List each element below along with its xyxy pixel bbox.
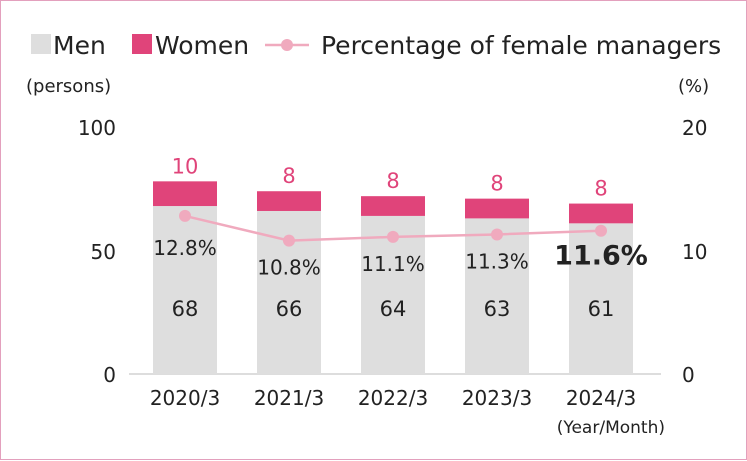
x-tick-label: 2024/3 bbox=[566, 386, 636, 410]
percentage-point bbox=[595, 224, 607, 237]
x-axis-unit: (Year/Month) bbox=[557, 418, 665, 438]
percentage-label: 11.6% bbox=[554, 241, 648, 272]
left-tick-label: 0 bbox=[103, 363, 116, 387]
left-tick-label: 50 bbox=[91, 240, 116, 264]
legend-label-percentage: Percentage of female managers bbox=[321, 31, 721, 60]
labels-layer: 2020/3 68 10 2021/3 66 8 2022/3 64 8 2023/3 63 8 202… bbox=[150, 154, 648, 410]
men-value-label: 66 bbox=[276, 297, 303, 321]
men-value-label: 63 bbox=[484, 297, 511, 321]
percentage-label: 12.8% bbox=[153, 236, 217, 260]
men-value-label: 61 bbox=[588, 297, 615, 321]
percentage-point bbox=[491, 228, 503, 241]
bar-women bbox=[465, 198, 529, 219]
left-tick-label: 100 bbox=[78, 116, 116, 140]
bar-women bbox=[361, 196, 425, 216]
percentage-label: 11.3% bbox=[465, 249, 529, 273]
legend-line-marker bbox=[281, 39, 293, 51]
legend: Men Women Percentage of female managers bbox=[31, 31, 721, 60]
bar-men bbox=[153, 206, 217, 374]
bar-men bbox=[569, 223, 633, 374]
men-value-label: 68 bbox=[172, 297, 199, 321]
percentage-point bbox=[387, 230, 399, 243]
men-value-label: 64 bbox=[380, 297, 407, 321]
left-axis-unit: (persons) bbox=[26, 76, 111, 97]
right-axis-unit: (%) bbox=[678, 76, 709, 97]
bar-women bbox=[569, 203, 633, 224]
right-tick-label: 20 bbox=[682, 116, 707, 140]
bar-women bbox=[153, 181, 217, 207]
women-value-label: 8 bbox=[594, 177, 607, 201]
right-tick-label: 0 bbox=[682, 363, 695, 387]
percentage-label: 10.8% bbox=[257, 256, 321, 280]
line-layer bbox=[179, 209, 607, 247]
percentage-label: 11.1% bbox=[361, 252, 425, 276]
women-value-label: 8 bbox=[386, 169, 399, 193]
legend-swatch-women bbox=[132, 34, 152, 54]
bar-women bbox=[257, 191, 321, 211]
legend-label-women: Women bbox=[155, 31, 249, 60]
women-value-label: 10 bbox=[172, 154, 199, 178]
percentage-point bbox=[283, 234, 295, 247]
x-tick-label: 2023/3 bbox=[462, 386, 532, 410]
percentage-point bbox=[179, 209, 191, 222]
women-value-label: 8 bbox=[282, 164, 295, 188]
right-tick-label: 10 bbox=[682, 240, 707, 264]
x-tick-label: 2020/3 bbox=[150, 386, 220, 410]
women-value-label: 8 bbox=[490, 172, 503, 196]
legend-label-men: Men bbox=[53, 31, 106, 60]
x-tick-label: 2021/3 bbox=[254, 386, 324, 410]
bars-layer bbox=[153, 181, 633, 374]
x-tick-label: 2022/3 bbox=[358, 386, 428, 410]
bar-men bbox=[465, 218, 529, 374]
legend-swatch-men bbox=[31, 34, 51, 54]
